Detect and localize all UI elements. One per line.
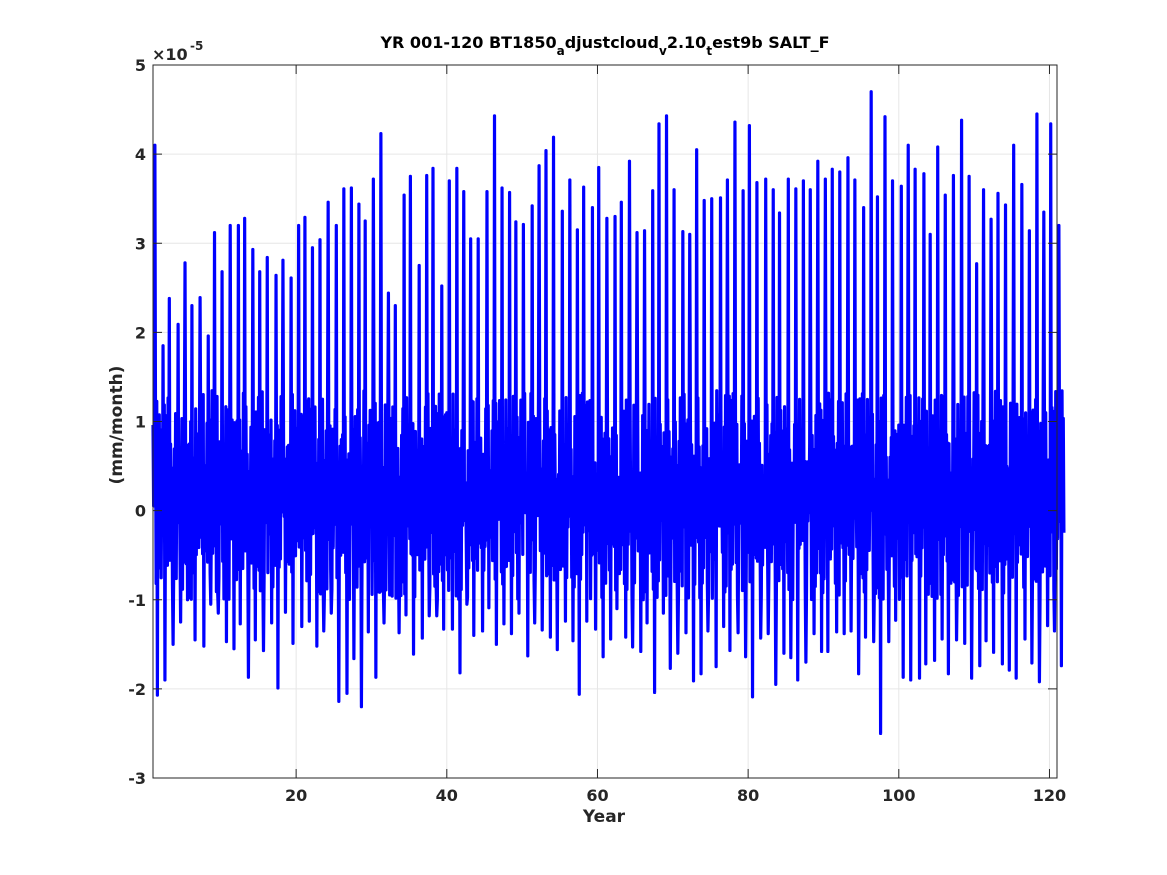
chart-title: YR 001-120 BT1850adjustcloudv2.10test9b …	[379, 33, 829, 58]
x-tick-label: 120	[1033, 786, 1066, 805]
title-part-a: YR 001-120 BT1850	[379, 33, 556, 52]
y-tick-label: 0	[135, 502, 146, 521]
title-part-b: djustcloud	[565, 33, 659, 52]
x-axis-label: Year	[582, 807, 626, 827]
title-sub-1: a	[557, 44, 565, 58]
x-tick-label: 40	[436, 786, 458, 805]
y-tick-label: -2	[128, 680, 146, 699]
y-tick-label: 2	[135, 323, 146, 342]
title-sub-3: t	[706, 44, 712, 58]
x-tick-label: 80	[737, 786, 759, 805]
y-tick-label: 4	[135, 145, 146, 164]
y-tick-label: 5	[135, 56, 146, 75]
y-exponent-power: -5	[190, 39, 203, 53]
series-layer	[151, 90, 1066, 736]
x-tick-label: 100	[882, 786, 915, 805]
title-sub-2: v	[659, 44, 667, 58]
title-part-c: 2.10	[667, 33, 706, 52]
x-tick-label: 60	[586, 786, 608, 805]
y-axis-label: (mm/month)	[107, 366, 127, 485]
axes	[152, 64, 1058, 779]
y-tick-label: 3	[135, 234, 146, 253]
y-tick-label: 1	[135, 413, 146, 432]
x-tick-label: 20	[285, 786, 307, 805]
title-part-d: est9b SALT_F	[712, 33, 829, 52]
y-exponent-base: ×10	[152, 45, 188, 64]
tick-labels: 20 40 60 80 100 120 -3 -2 -1 0 1 2 3 4 5	[128, 56, 1066, 805]
series-line	[151, 90, 1066, 736]
y-tick-label: -3	[128, 769, 146, 788]
y-tick-label: -1	[128, 591, 146, 610]
